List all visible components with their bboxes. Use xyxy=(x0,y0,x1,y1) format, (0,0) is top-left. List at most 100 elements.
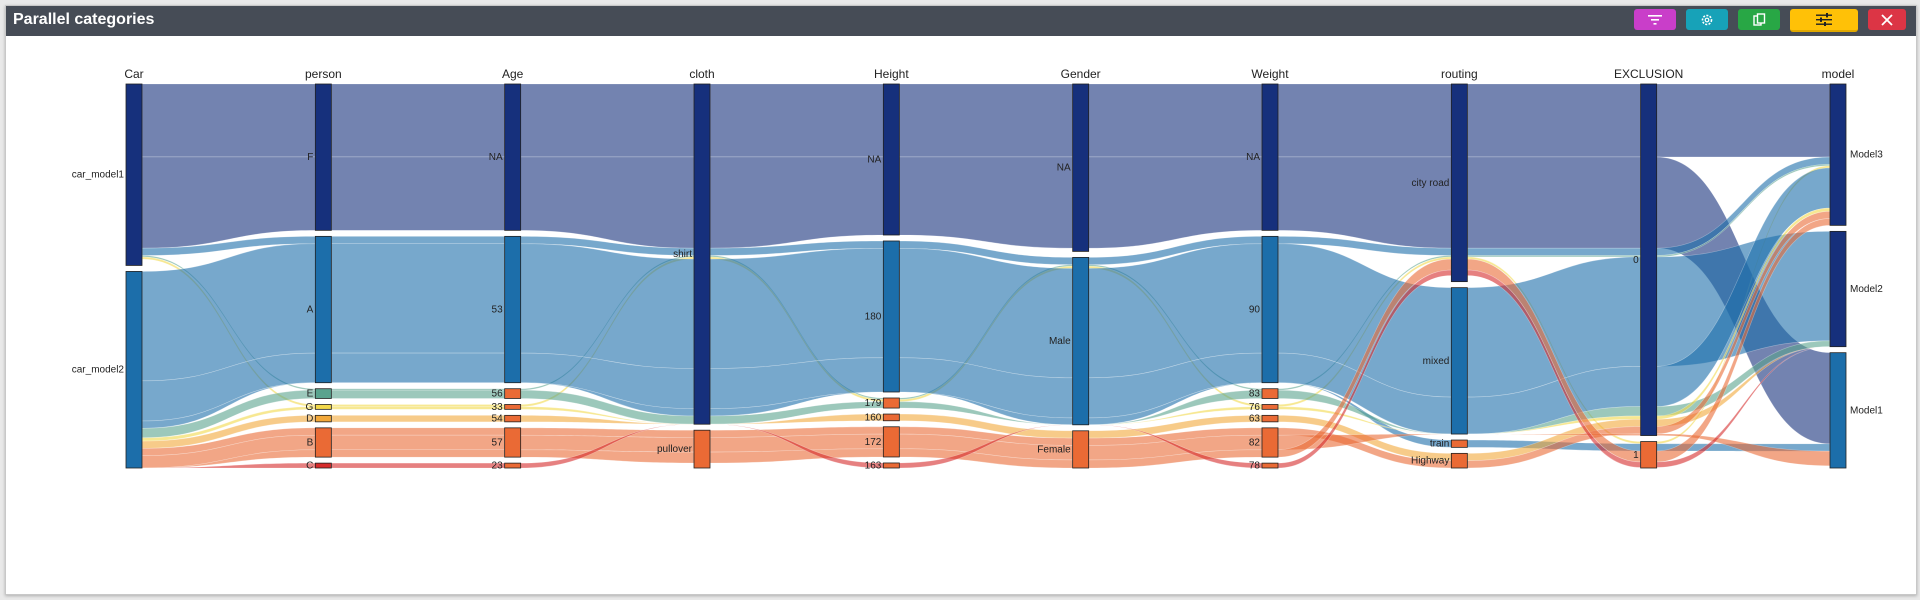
sliders-icon xyxy=(1816,13,1832,26)
category-label-exclusion-0: 0 xyxy=(1633,255,1639,266)
category-label-exclusion-1: 1 xyxy=(1633,450,1639,461)
category-bar-weight-76 xyxy=(1261,404,1279,410)
chart-window: Parallel categories xyxy=(5,5,1917,595)
category-label-person-d: D xyxy=(306,414,313,425)
category-bar-weight-90 xyxy=(1261,235,1279,384)
copy-icon xyxy=(1752,12,1765,26)
category-label-height-160: 160 xyxy=(865,412,882,423)
category-label-weight-78: 78 xyxy=(1249,461,1261,472)
category-bar-age-54 xyxy=(504,414,522,423)
flow-ribbon xyxy=(709,83,884,158)
flow-ribbon xyxy=(1656,83,1831,158)
category-bar-age-56 xyxy=(504,388,522,399)
category-bar-person-g xyxy=(314,404,332,410)
category-label-age-na: NA xyxy=(489,152,503,163)
category-label-car-car-model2: car_model2 xyxy=(72,365,125,376)
category-bar-person-f xyxy=(314,83,332,231)
category-bar-age-na xyxy=(504,83,522,231)
category-bar-exclusion-0 xyxy=(1640,83,1658,436)
category-label-weight-82: 82 xyxy=(1249,437,1261,448)
category-bar-weight-na xyxy=(1261,83,1279,231)
category-bar-weight-82 xyxy=(1261,427,1279,458)
flow-ribbon xyxy=(331,427,505,436)
category-bar-height-163 xyxy=(882,462,900,469)
gear-icon xyxy=(1701,14,1713,25)
category-label-age-54: 54 xyxy=(492,414,504,425)
axis-title-height: Height xyxy=(874,67,909,81)
category-label-age-56: 56 xyxy=(492,389,504,400)
flow-ribbon xyxy=(709,156,884,249)
category-bar-cloth-shirt xyxy=(693,83,711,425)
category-bar-model-model2 xyxy=(1829,230,1847,348)
flow-layer xyxy=(141,83,1831,469)
category-label-routing-highway: Highway xyxy=(1411,456,1449,467)
close-button[interactable] xyxy=(1868,9,1906,30)
category-label-height-na: NA xyxy=(867,154,881,165)
category-bar-person-a xyxy=(314,235,332,384)
category-bar-weight-63 xyxy=(1261,414,1279,423)
category-label-weight-90: 90 xyxy=(1249,305,1261,316)
axis-title-car: Car xyxy=(124,67,143,81)
axis-title-gender: Gender xyxy=(1061,67,1101,81)
flow-ribbon xyxy=(331,449,505,458)
category-bar-car-car-model2 xyxy=(125,271,143,469)
category-bar-height-160 xyxy=(882,413,900,422)
category-label-cloth-pullover: pullover xyxy=(657,444,693,455)
flow-ribbon xyxy=(331,404,505,407)
flow-ribbon xyxy=(331,352,505,384)
category-bar-model-model1 xyxy=(1829,352,1847,469)
category-bar-height-172 xyxy=(882,426,900,458)
category-label-cloth-shirt: shirt xyxy=(673,249,692,260)
flow-ribbon xyxy=(331,236,505,244)
flow-ribbon xyxy=(1467,83,1641,158)
category-bar-gender-male xyxy=(1072,256,1090,426)
category-label-person-a: A xyxy=(307,305,314,316)
flow-ribbon xyxy=(709,247,884,369)
flow-ribbon xyxy=(1277,156,1452,249)
category-label-height-179: 179 xyxy=(865,398,882,409)
category-label-age-53: 53 xyxy=(492,305,504,316)
copy-button[interactable] xyxy=(1738,9,1780,30)
flow-ribbon xyxy=(141,156,316,249)
flow-ribbon xyxy=(331,415,505,423)
category-label-person-c: C xyxy=(306,461,313,472)
category-label-gender-na: NA xyxy=(1057,163,1071,174)
category-bar-age-33 xyxy=(504,404,522,410)
flow-ribbon xyxy=(331,462,505,469)
flow-ribbon xyxy=(331,156,505,231)
category-label-person-f: F xyxy=(307,152,313,163)
bar-layer xyxy=(125,83,1847,469)
filter-button[interactable] xyxy=(1634,9,1676,30)
category-bar-weight-78 xyxy=(1261,462,1279,469)
category-label-age-23: 23 xyxy=(492,461,504,472)
axis-title-model: model xyxy=(1822,67,1855,81)
category-bar-model-model3 xyxy=(1829,83,1847,226)
category-label-height-163: 163 xyxy=(865,460,882,471)
flow-ribbon xyxy=(520,243,695,369)
flow-ribbon xyxy=(520,156,695,249)
category-label-person-g: G xyxy=(306,402,314,413)
flow-ribbon xyxy=(520,83,695,158)
settings-button[interactable] xyxy=(1686,9,1728,30)
options-button[interactable] xyxy=(1790,9,1858,32)
category-bar-person-e xyxy=(314,388,332,399)
category-bar-car-car-model1 xyxy=(125,83,143,266)
category-bar-exclusion-1 xyxy=(1640,441,1658,469)
flow-ribbon xyxy=(1467,247,1641,256)
category-label-gender-male: Male xyxy=(1049,336,1071,347)
category-label-car-car-model1: car_model1 xyxy=(72,170,125,181)
category-bar-person-b xyxy=(314,427,332,458)
window-title: Parallel categories xyxy=(13,11,155,28)
title-bar: Parallel categories xyxy=(6,6,1916,36)
category-bar-height-180 xyxy=(882,240,900,393)
axis-title-age: Age xyxy=(502,67,524,81)
category-label-routing-city-road: city road xyxy=(1412,178,1450,189)
category-bar-height-na xyxy=(882,83,900,236)
flow-ribbon xyxy=(331,434,505,451)
category-bar-cloth-pullover xyxy=(693,429,711,469)
flow-ribbon xyxy=(331,83,505,158)
category-label-model-model2: Model2 xyxy=(1850,284,1883,295)
category-bar-routing-highway xyxy=(1450,452,1468,469)
category-label-height-180: 180 xyxy=(865,311,882,322)
flow-ribbon xyxy=(1467,156,1641,249)
